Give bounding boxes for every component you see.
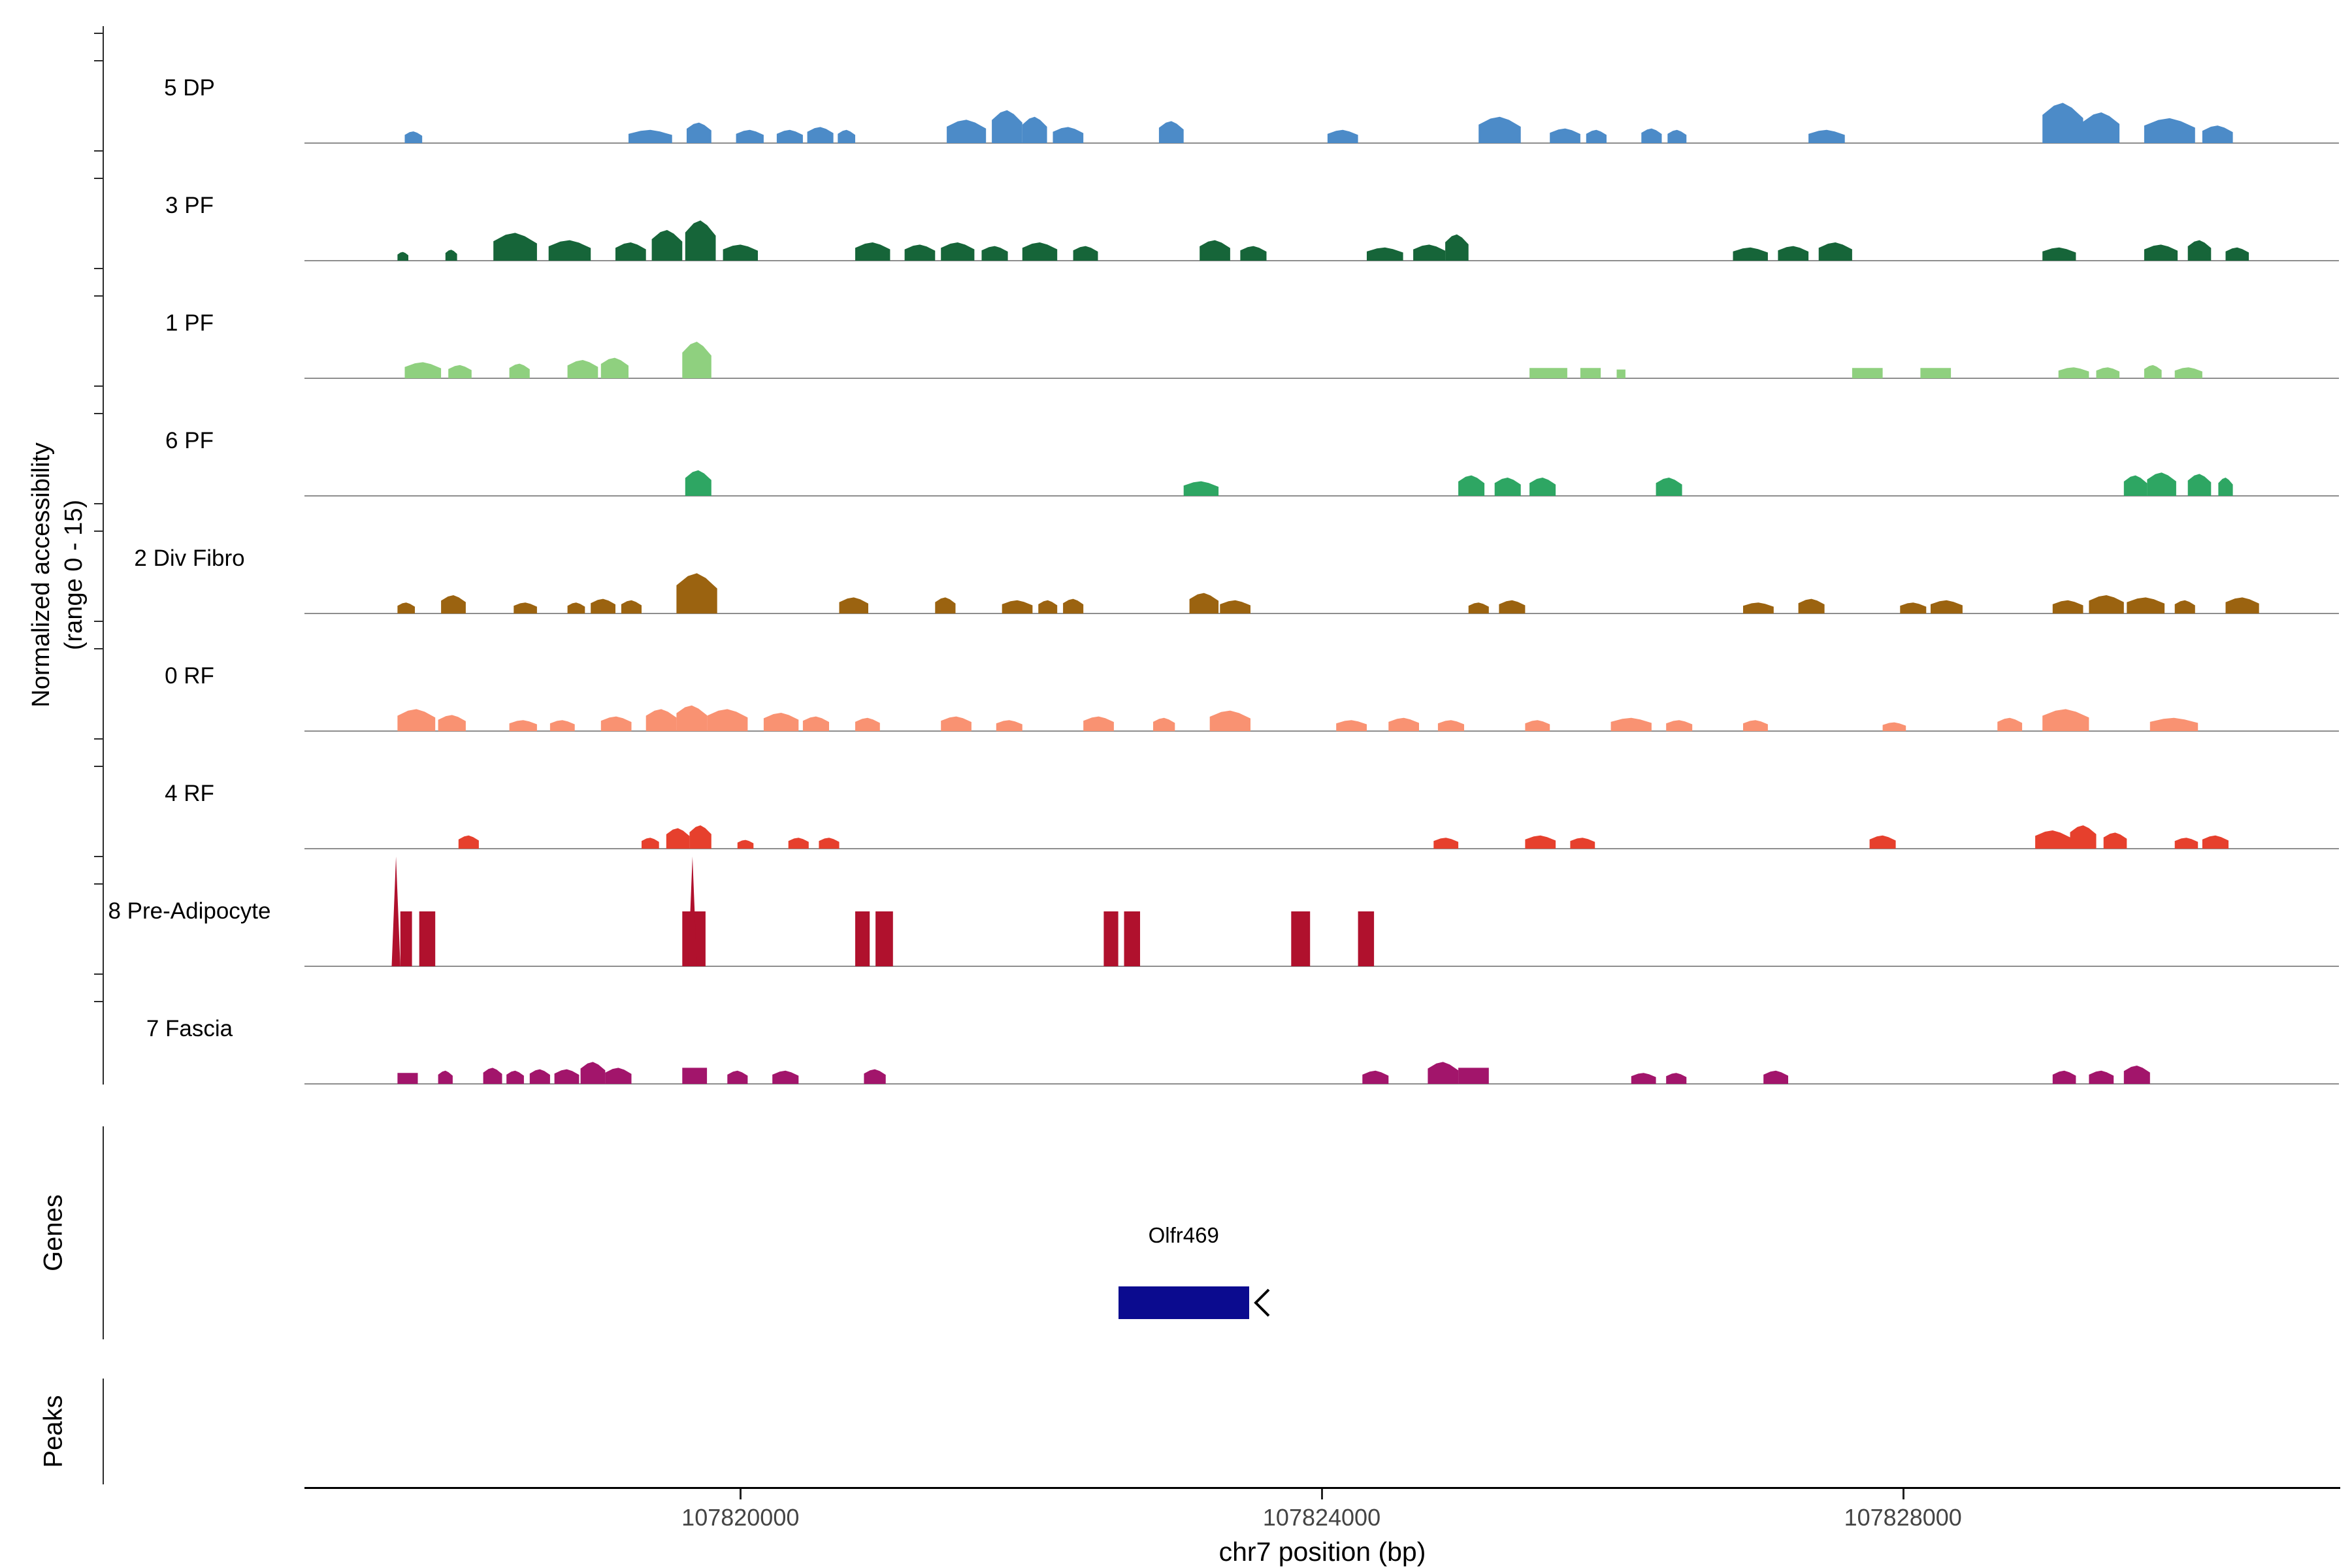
track-signal-3-pf: [304, 220, 2339, 261]
track-label-0-rf: 0 RF: [165, 663, 214, 689]
track-label-1-pf: 1 PF: [165, 310, 214, 336]
gene-strand-arrow-icon: [1253, 1288, 1270, 1317]
x-axis-title: chr7 position (bp): [1218, 1537, 1426, 1567]
track-signal-2-div-fibro: [304, 573, 2339, 614]
tracks-axis-line: [94, 26, 104, 1085]
track-label-2-div-fibro: 2 Div Fibro: [134, 546, 245, 571]
track-signal-4-rf: [304, 825, 2339, 849]
track-label-4-rf: 4 RF: [165, 781, 214, 806]
coverage-tracks: 5 DP 3 PF 1 PF 6 PF 2 Div Fibro 0 RF 4 RF 8 Pre…: [108, 75, 2339, 1085]
track-label-6-pf: 6 PF: [165, 428, 214, 453]
gene-label: Olfr469: [1148, 1223, 1219, 1247]
x-axis-tick: [740, 1489, 742, 1499]
peaks-bracket-line: [103, 1379, 104, 1484]
x-axis-tick: [1902, 1489, 1904, 1499]
track-label-5-dp: 5 DP: [164, 75, 215, 101]
track-label-7-fascia: 7 Fascia: [146, 1016, 233, 1041]
track-signal-0-rf: [304, 705, 2339, 732]
track-signal-8-pre-adipocyte: [304, 857, 2339, 967]
x-axis-line: [304, 1487, 2340, 1489]
track-signal-6-pf: [304, 470, 2339, 497]
x-axis-tick-label: 107820000: [681, 1504, 800, 1531]
genes-section-label: Genes: [39, 1194, 68, 1271]
track-signal-1-pf: [304, 342, 2339, 379]
genes-bracket-line: [103, 1126, 104, 1339]
x-axis-tick: [1321, 1489, 1323, 1499]
track-label-8-pre-adipocyte: 8 Pre-Adipocyte: [108, 898, 271, 924]
track-label-3-pf: 3 PF: [165, 193, 214, 218]
track-signal-7-fascia: [304, 1062, 2339, 1085]
x-axis-tick-label: 107828000: [1844, 1504, 1962, 1531]
x-axis-tick-label: 107824000: [1262, 1504, 1381, 1531]
peaks-section-label: Peaks: [39, 1395, 68, 1468]
gene-body: [1118, 1286, 1249, 1319]
track-signal-5-dp: [304, 103, 2339, 144]
